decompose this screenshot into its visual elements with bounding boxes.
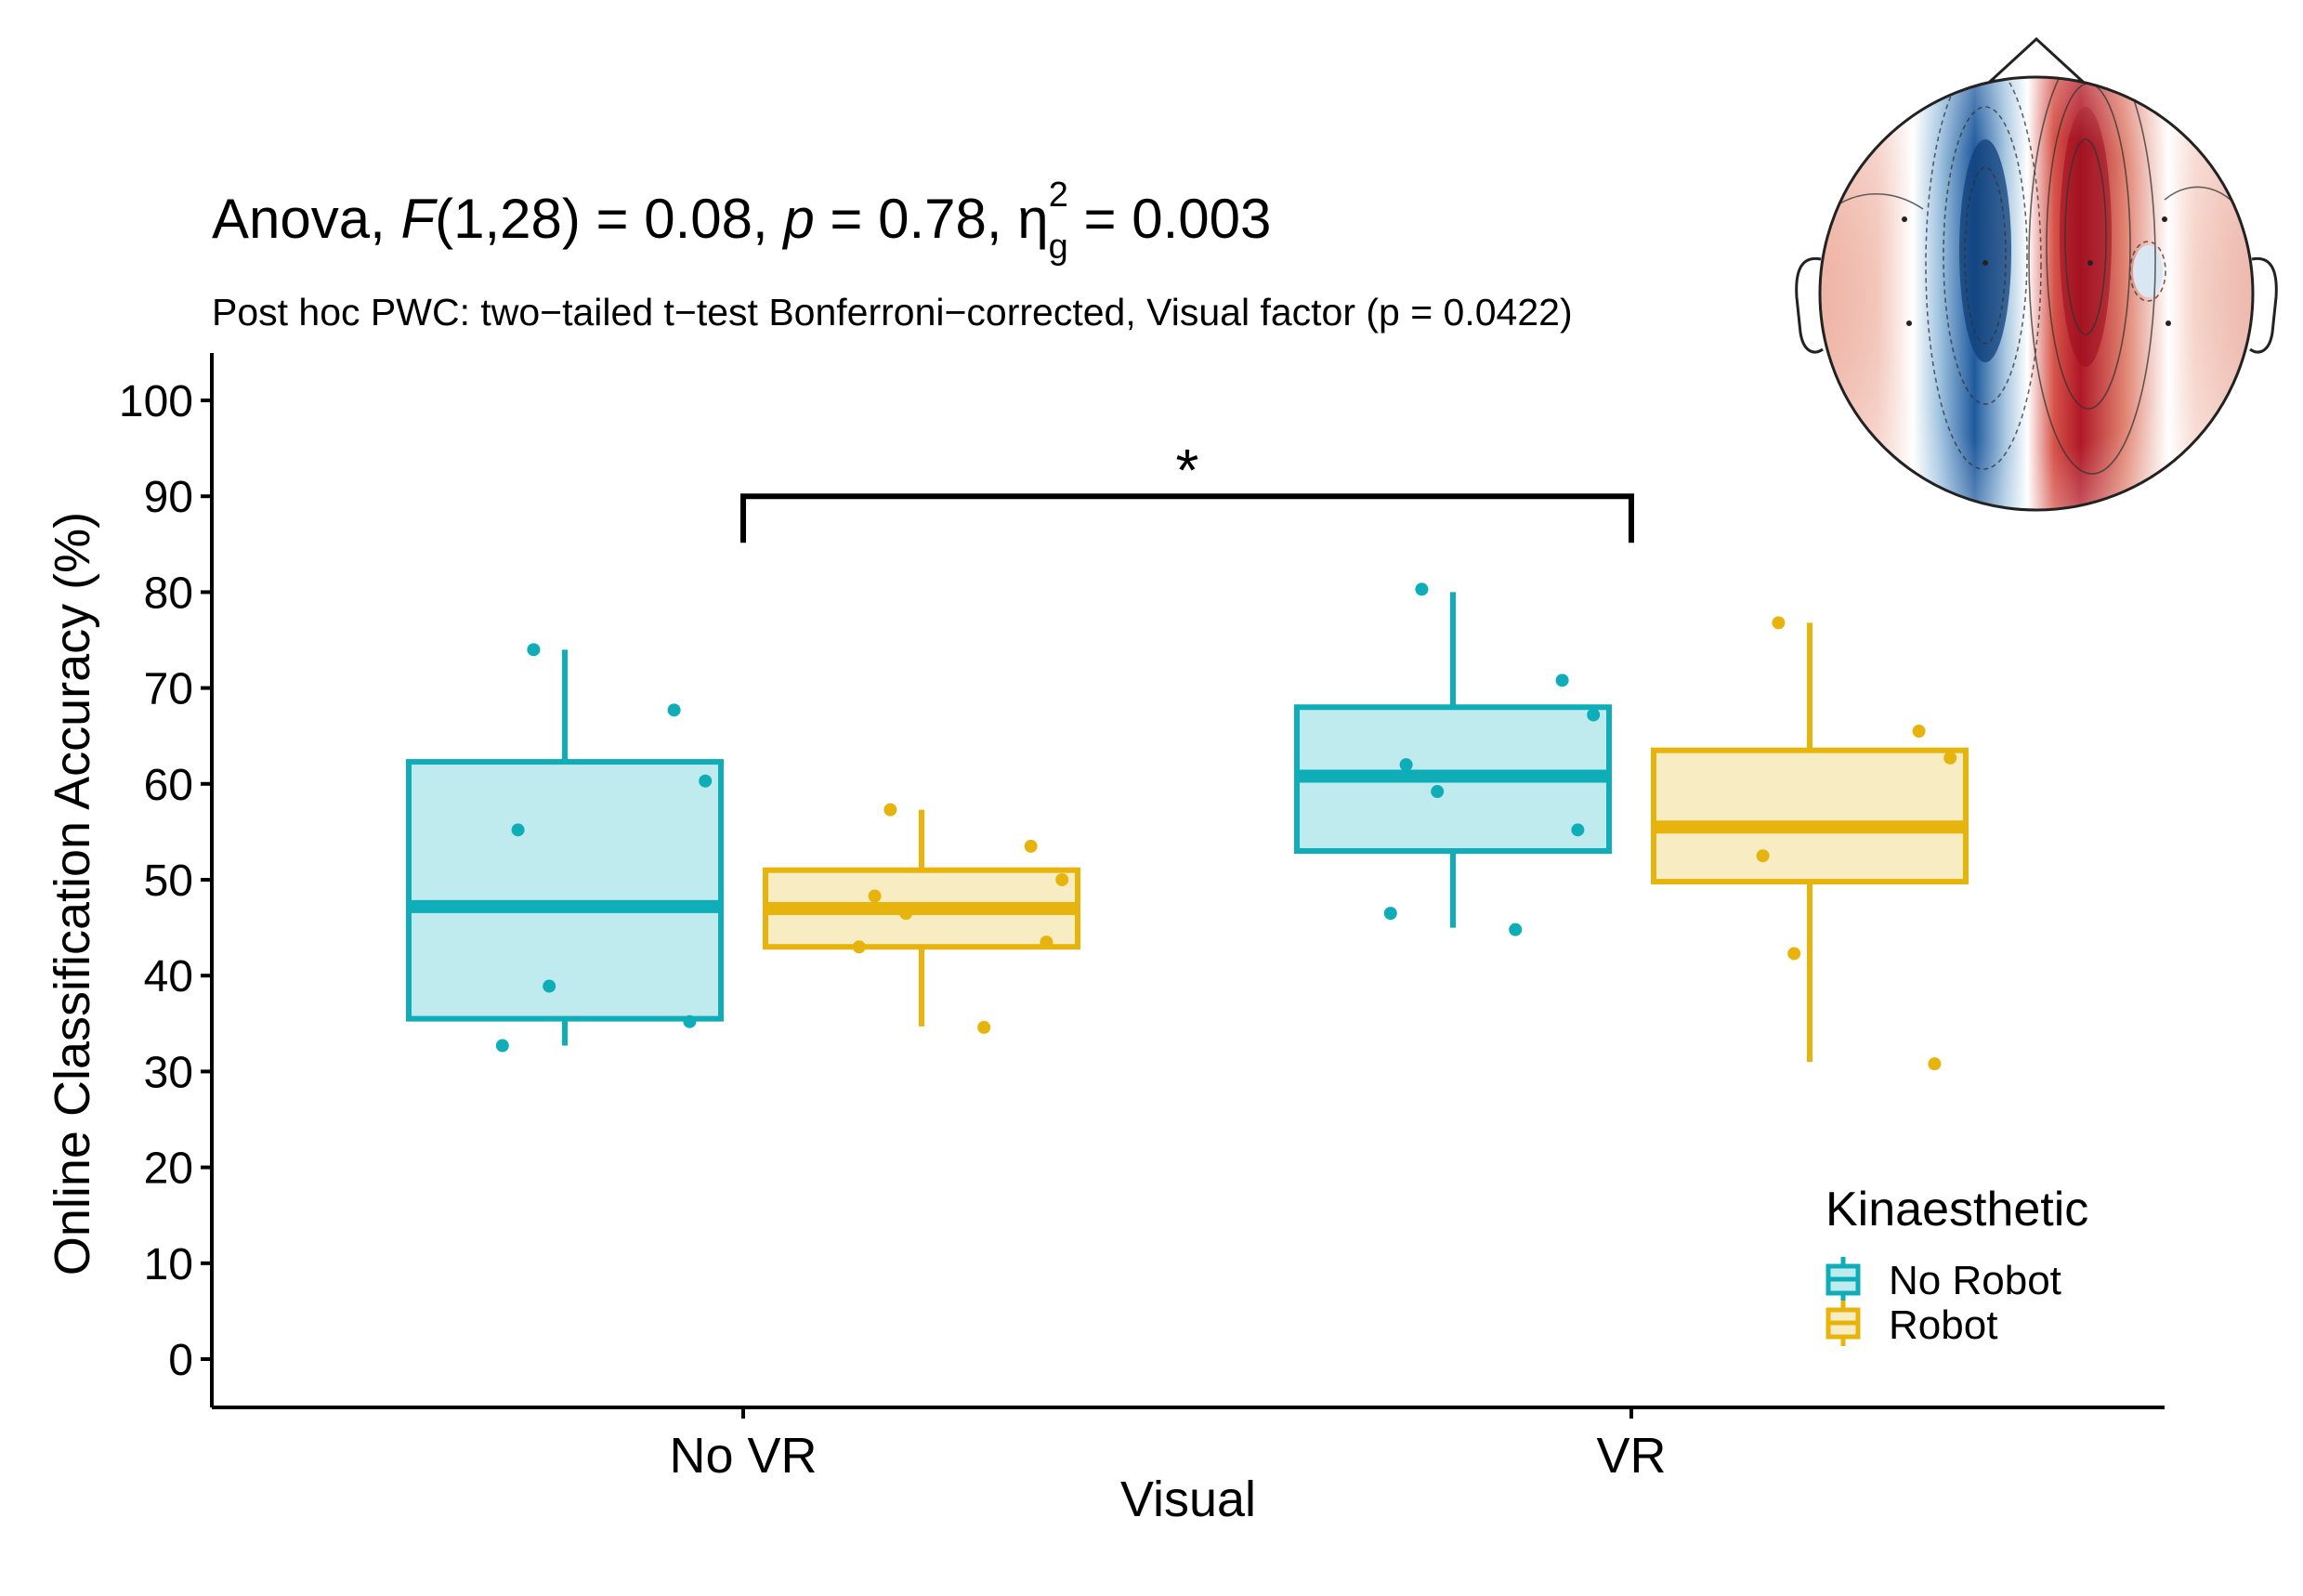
- data-point-robot-vr-2: [1943, 751, 1957, 765]
- y-tick-label-10: 10: [144, 1240, 193, 1289]
- y-tick-label-90: 90: [144, 473, 193, 522]
- y-tick-label-40: 40: [144, 952, 193, 1001]
- data-point-no-robot-vr-5: [1571, 823, 1585, 837]
- data-point-no-robot-no-vr-4: [543, 979, 556, 993]
- data-point-no-robot-no-vr-6: [495, 1039, 509, 1053]
- data-point-robot-vr-5: [1928, 1057, 1942, 1071]
- box-group-robot-vr: [1651, 616, 1969, 1071]
- data-point-no-robot-vr-4: [1431, 785, 1445, 799]
- data-point-robot-no-vr-3: [868, 889, 882, 903]
- topoplot-right-ear: [2249, 256, 2278, 354]
- y-tick-label-60: 60: [144, 761, 193, 810]
- data-point-robot-vr-4: [1787, 947, 1801, 961]
- y-axis-label: Online Classification Accuracy (%): [45, 512, 100, 1275]
- legend-entry-no-robot: No Robot: [1825, 1257, 2061, 1303]
- legend-title: Kinaesthetic: [1825, 1183, 2088, 1236]
- y-tick-label-0: 0: [168, 1336, 193, 1385]
- box-robot-vr: [1651, 747, 1969, 885]
- y-tick-label-30: 30: [144, 1048, 193, 1097]
- chart-title: Anova, F(1,28) = 0.08, p = 0.78, ηg2 = 0…: [212, 176, 1271, 267]
- legend-entry-robot: Robot: [1825, 1301, 1997, 1348]
- box-no-robot-no-vr: [406, 759, 724, 1022]
- data-point-no-robot-vr-3: [1399, 758, 1413, 772]
- topoplot-nose: [1987, 36, 2086, 83]
- data-point-robot-no-vr-0: [883, 803, 897, 817]
- data-point-robot-no-vr-2: [1055, 873, 1069, 886]
- data-point-robot-vr-1: [1912, 725, 1926, 739]
- data-point-robot-no-vr-1: [1024, 839, 1038, 853]
- data-point-robot-no-vr-5: [1040, 935, 1053, 949]
- data-point-no-robot-vr-0: [1415, 582, 1429, 596]
- significance-label: *: [1176, 437, 1199, 504]
- legend-label-no-robot: No Robot: [1889, 1258, 2061, 1303]
- data-point-no-robot-no-vr-5: [683, 1014, 697, 1028]
- significance-bracket: [740, 493, 1634, 543]
- data-point-no-robot-no-vr-1: [667, 703, 681, 717]
- data-point-no-robot-no-vr-3: [511, 823, 525, 837]
- data-point-no-robot-vr-2: [1587, 708, 1601, 722]
- data-point-no-robot-vr-7: [1509, 922, 1523, 936]
- y-tick-label-100: 100: [119, 377, 193, 426]
- y-tick-label-20: 20: [144, 1145, 193, 1194]
- plot-marks: *: [406, 437, 1969, 1071]
- y-tick-label-80: 80: [144, 569, 193, 618]
- legend-label-robot: Robot: [1889, 1302, 1997, 1348]
- data-point-robot-vr-0: [1772, 616, 1786, 630]
- x-tick-label-no-vr: No VR: [669, 1428, 817, 1484]
- box-group-no-robot-vr: [1294, 582, 1612, 936]
- axes: 0 10 20 30 40 50 60 70 80 90 100 No VR VR: [119, 353, 2165, 1484]
- data-point-no-robot-vr-1: [1555, 674, 1569, 687]
- chart-subtitle: Post hoc PWC: two−tailed t−test Bonferro…: [212, 291, 1573, 334]
- data-point-no-robot-vr-6: [1383, 907, 1397, 921]
- box-group-robot-no-vr: [763, 803, 1080, 1034]
- data-point-robot-no-vr-6: [852, 940, 866, 954]
- topoplot-head-outline: [1818, 75, 2255, 512]
- x-axis-label: Visual: [1120, 1472, 1256, 1527]
- data-point-robot-vr-3: [1756, 849, 1770, 863]
- data-point-no-robot-no-vr-2: [699, 774, 713, 788]
- x-tick-label-vr: VR: [1596, 1428, 1666, 1484]
- topoplot-left-ear: [1795, 256, 1824, 354]
- y-tick-label-70: 70: [144, 665, 193, 714]
- topoplot-inset: [1795, 36, 2278, 512]
- box-group-no-robot-no-vr: [406, 643, 724, 1053]
- legend: Kinaesthetic No Robot Robot: [1825, 1183, 2088, 1348]
- y-tick-label-50: 50: [144, 857, 193, 906]
- data-point-robot-no-vr-4: [899, 907, 913, 921]
- data-point-no-robot-no-vr-0: [527, 643, 541, 657]
- data-point-robot-no-vr-7: [977, 1020, 991, 1034]
